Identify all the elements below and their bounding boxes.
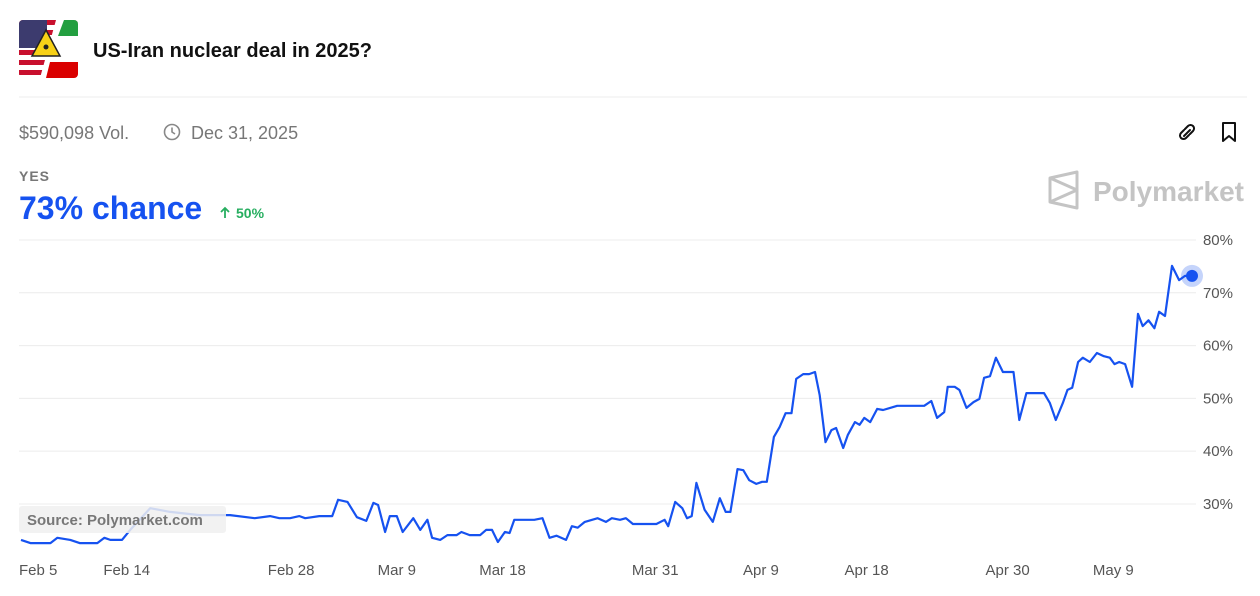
y-tick-label: 50%: [1203, 390, 1233, 407]
y-tick-label: 60%: [1203, 338, 1233, 355]
chance: 73% chance: [19, 190, 202, 226]
x-tick-label: Feb 5: [19, 562, 57, 579]
market-title: US-Iran nuclear deal in 2025?: [93, 40, 372, 62]
x-tick-label: Mar 18: [479, 562, 526, 579]
brand-name: Polymarket: [1093, 176, 1244, 207]
x-tick-label: Mar 31: [632, 562, 679, 579]
x-tick-label: Apr 18: [845, 562, 889, 579]
clock-icon: [163, 123, 181, 141]
change: 50%: [236, 205, 265, 221]
x-tick-label: May 9: [1093, 562, 1134, 579]
brand-logo: [1048, 170, 1079, 210]
source-label: Source: Polymarket.com: [27, 512, 203, 529]
outcome-label: YES: [19, 168, 50, 184]
market-icon: [19, 20, 78, 78]
volume: $590,098 Vol.: [19, 123, 129, 143]
x-tick-label: Mar 9: [378, 562, 416, 579]
link-icon[interactable]: [1178, 123, 1196, 141]
x-tick-label: Apr 30: [985, 562, 1029, 579]
up-arrow: [220, 206, 230, 218]
x-tick-label: Feb 28: [268, 562, 315, 579]
y-tick-label: 70%: [1203, 285, 1233, 302]
y-tick-label: 80%: [1203, 232, 1233, 249]
plot: 30% 40% 50% 60% 70% 80% Feb 5 Feb 14 Feb 28 Mar 9…: [19, 232, 1233, 579]
endpoint-dot: [1186, 269, 1198, 282]
price-line: [20, 264, 1192, 545]
y-tick-label: 30%: [1203, 496, 1233, 513]
end-date: Dec 31, 2025: [191, 123, 298, 143]
bookmark-icon[interactable]: [1222, 122, 1236, 142]
y-tick-label: 40%: [1203, 443, 1233, 460]
x-tick-label: Feb 14: [103, 562, 150, 579]
source-box: [19, 506, 226, 533]
x-tick-label: Apr 9: [743, 562, 779, 579]
